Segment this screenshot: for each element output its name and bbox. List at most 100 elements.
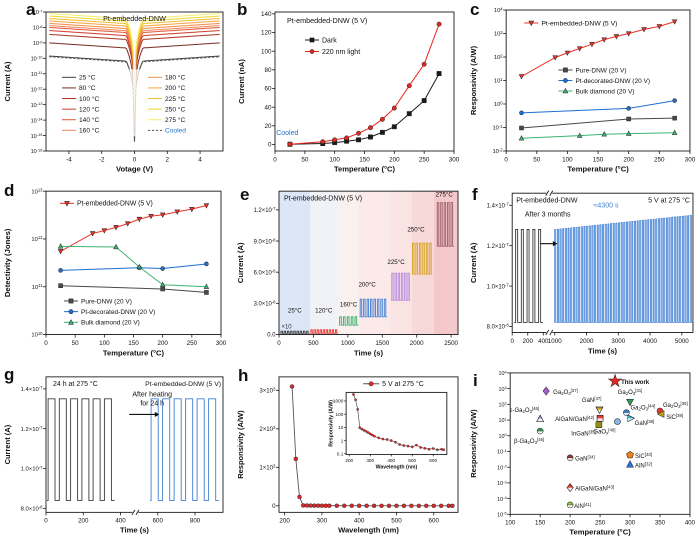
panel-h-chart: 200 300 400 500 600 0 1×103 2×103 3×103 5 V at 27…: [236, 376, 459, 535]
svg-text:GaOx[40]: GaOx[40]: [593, 427, 615, 435]
svg-text:10-1: 10-1: [497, 448, 507, 456]
svg-text:10-14: 10-14: [31, 117, 44, 125]
svg-text:400: 400: [354, 518, 365, 525]
svg-text:Responsivity (A/W): Responsivity (A/W): [469, 409, 478, 478]
svg-text:10-2: 10-2: [497, 464, 507, 472]
svg-text:10-13: 10-13: [31, 101, 44, 109]
svg-text:Ga2O3[36]: Ga2O3[36]: [663, 401, 688, 409]
svg-text:×10: ×10: [281, 324, 292, 330]
svg-text:1.2×10-7: 1.2×10-7: [21, 425, 44, 433]
svg-text:500: 500: [408, 458, 416, 463]
svg-text:Ga2O3[44]: Ga2O3[44]: [630, 404, 655, 412]
svg-text:150: 150: [593, 157, 604, 164]
panel-d: d 0 50 100 150 200 250 300 1010 1011 1012 1013 Pt-e…: [0, 181, 233, 365]
svg-text:2: 2: [166, 157, 170, 164]
svg-text:10-15: 10-15: [31, 132, 44, 140]
svg-text:300: 300: [317, 518, 328, 525]
svg-text:Wavelength (nm): Wavelength (nm): [376, 464, 418, 470]
svg-text:200: 200: [389, 157, 400, 164]
svg-text:25 °C: 25 °C: [79, 74, 96, 82]
svg-text:10-16: 10-16: [31, 147, 44, 155]
svg-text:50: 50: [301, 157, 309, 164]
svg-text:5 V at 275 °C: 5 V at 275 °C: [382, 380, 424, 388]
svg-text:5000: 5000: [675, 338, 689, 345]
svg-text:200: 200: [78, 518, 89, 525]
svg-text:9.0×10-8: 9.0×10-8: [254, 237, 277, 245]
svg-text:0: 0: [504, 157, 508, 164]
svg-text:6.0×10-8: 6.0×10-8: [254, 268, 277, 276]
svg-text:3000: 3000: [611, 338, 625, 345]
svg-text:Pt-embedded-DNW (5 V): Pt-embedded-DNW (5 V): [145, 381, 221, 388]
svg-text:Pt-embedded-DNW (5 V): Pt-embedded-DNW (5 V): [77, 201, 153, 208]
svg-text:Cooled: Cooled: [165, 128, 186, 135]
panel-a-chart: -4 -2 0 2 4 10-16 10-15 10-14 10-13 10-12 10-11 10-…: [3, 8, 224, 174]
svg-text:Current (nA): Current (nA): [237, 59, 246, 104]
svg-text:10-11: 10-11: [31, 70, 43, 78]
svg-text:140 °C: 140 °C: [79, 116, 99, 124]
svg-text:After 3 months: After 3 months: [525, 211, 571, 218]
svg-text:Dark: Dark: [322, 37, 337, 44]
panel-f-label: f: [472, 185, 478, 204]
svg-text:104: 104: [494, 6, 503, 14]
panel-f-chart: 0 200 400 1000 2000 3000 4000 5000 8.0×10-8 1.0×1…: [469, 190, 694, 355]
svg-text:Pure-DNW (20 V): Pure-DNW (20 V): [575, 67, 626, 74]
svg-text:102: 102: [498, 401, 506, 409]
svg-text:250: 250: [419, 157, 430, 164]
svg-text:24 h at 275 °C: 24 h at 275 °C: [53, 380, 98, 388]
svg-text:AlGaN/GaN[42]: AlGaN/GaN[42]: [555, 415, 594, 423]
svg-text:200: 200: [345, 458, 353, 463]
svg-text:2500: 2500: [444, 340, 458, 347]
svg-text:10-7: 10-7: [33, 8, 43, 16]
svg-text:10: 10: [338, 425, 344, 430]
svg-text:3×103: 3×103: [259, 387, 276, 395]
panel-b-chart: 0 50 100 150 200 250 300 0 20 40 60 80 100 120 140 Pt-e…: [237, 11, 460, 173]
svg-text:GaN[47]: GaN[47]: [582, 396, 602, 404]
svg-text:SiC[33]: SiC[33]: [635, 452, 652, 460]
svg-text:Time (s): Time (s): [120, 526, 149, 535]
svg-text:InGaN[35]: InGaN[35]: [571, 430, 596, 438]
svg-text:250°C: 250°C: [407, 227, 425, 234]
svg-text:1013: 1013: [31, 187, 43, 195]
svg-text:Current (A): Current (A): [236, 242, 245, 283]
svg-text:200: 200: [565, 521, 576, 527]
panel-c-chart: 0 50 100 150 200 250 300 10-2 10-1 100 101 102 103 10…: [469, 6, 696, 174]
panel-a: a -4 -2 0 2 4 10-16 10-15 10-14 10-13 10-12 10-11 1…: [0, 0, 233, 181]
svg-text:GaN[38]: GaN[38]: [635, 419, 655, 427]
svg-text:300: 300: [216, 340, 227, 347]
panel-c: c 0 50 100 150 200 250 300 10-2 10-1 100 101 102 103…: [466, 0, 700, 181]
svg-text:1.0×10-7: 1.0×10-7: [487, 282, 510, 290]
svg-text:Ga2O3[31]: Ga2O3[31]: [618, 388, 643, 396]
panel-g-chart: 0 200 400 600 800 8.0×10-8 1.0×10-7 1.2×10-7 1.4…: [3, 376, 224, 535]
svg-text:10-1: 10-1: [492, 124, 503, 132]
svg-text:GaN[34]: GaN[34]: [575, 455, 595, 463]
svg-text:Pt-decorated-DNW (20 V): Pt-decorated-DNW (20 V): [81, 309, 155, 316]
svg-text:150: 150: [128, 340, 139, 347]
svg-text:103: 103: [498, 385, 506, 393]
svg-text:Temperature (°C): Temperature (°C): [569, 528, 631, 537]
svg-text:Votage (V): Votage (V): [116, 165, 153, 174]
svg-text:Wavelength (nm): Wavelength (nm): [338, 526, 399, 535]
svg-text:Pure-DNW (20 V): Pure-DNW (20 V): [81, 298, 132, 305]
svg-text:1.4×10-7: 1.4×10-7: [487, 202, 510, 210]
svg-text:102: 102: [494, 53, 503, 61]
svg-text:100: 100: [498, 432, 506, 440]
svg-text:103: 103: [494, 30, 503, 38]
svg-text:50: 50: [72, 340, 79, 347]
svg-text:150: 150: [535, 521, 546, 527]
panel-b-label: b: [237, 0, 248, 19]
svg-text:Time (s): Time (s): [354, 348, 383, 357]
svg-text:Responsivity (A/W): Responsivity (A/W): [329, 400, 335, 447]
svg-text:1010: 1010: [31, 331, 43, 339]
svg-text:600: 600: [153, 518, 164, 525]
svg-text:Temperature (°C): Temperature (°C): [103, 348, 165, 357]
svg-text:0: 0: [44, 518, 48, 525]
svg-text:1.4×10-7: 1.4×10-7: [21, 385, 44, 393]
svg-text:for 24 h: for 24 h: [140, 401, 164, 408]
svg-text:350: 350: [655, 521, 666, 527]
svg-text:2000: 2000: [580, 338, 594, 345]
svg-text:Current (A): Current (A): [469, 242, 478, 283]
svg-text:10-3: 10-3: [497, 479, 507, 487]
svg-text:Temperature (°C): Temperature (°C): [567, 165, 629, 174]
svg-text:80: 80: [264, 67, 272, 74]
svg-text:140: 140: [261, 11, 272, 18]
